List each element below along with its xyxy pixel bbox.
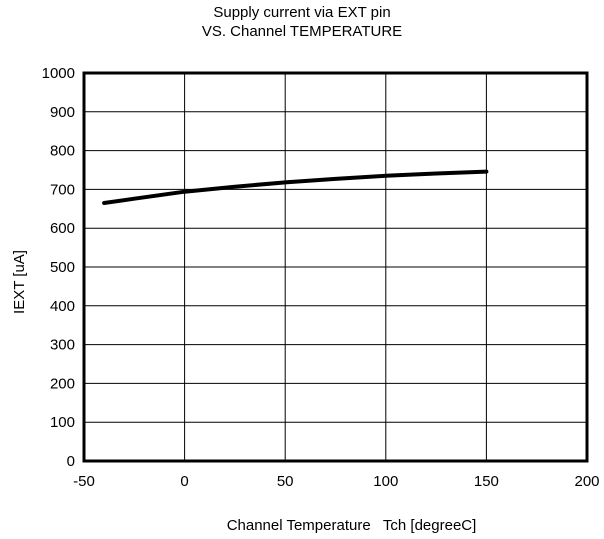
x-axis-label: Channel Temperature Tch [degreeC] [227,517,477,534]
x-tick-label: 50 [277,473,294,490]
grid-lines [83,72,588,462]
y-tick-label: 100 [50,414,75,431]
y-tick-label: 200 [50,375,75,392]
y-tick-label: 800 [50,143,75,160]
y-tick-label: 0 [67,453,75,470]
chart-title-line2: VS. Channel TEMPERATURE [201,23,403,40]
chart-title-line1: Supply current via EXT pin [213,4,391,21]
x-tick-label: -50 [73,473,95,490]
y-tick-labels: 0 100 200 300 400 500 600 700 800 900 1000 [42,65,75,470]
series-line-0 [102,169,489,205]
y-tick-label: 900 [50,104,75,121]
x-tick-label: 200 [574,473,599,490]
y-tick-label: 700 [50,181,75,198]
series-layer [102,169,489,205]
y-axis-label: IEXT [uA] [11,250,28,314]
x-tick-label: 100 [373,473,398,490]
y-tick-label: 600 [50,220,75,237]
plot-frame [82,71,589,463]
y-tick-label: 1000 [42,65,75,82]
y-tick-label: 400 [50,298,75,315]
x-tick-label: 0 [180,473,188,490]
x-tick-label: 150 [474,473,499,490]
y-tick-label: 300 [50,337,75,354]
y-tick-label: 500 [50,259,75,276]
x-tick-labels: -50 0 50 100 150 200 [73,473,599,490]
